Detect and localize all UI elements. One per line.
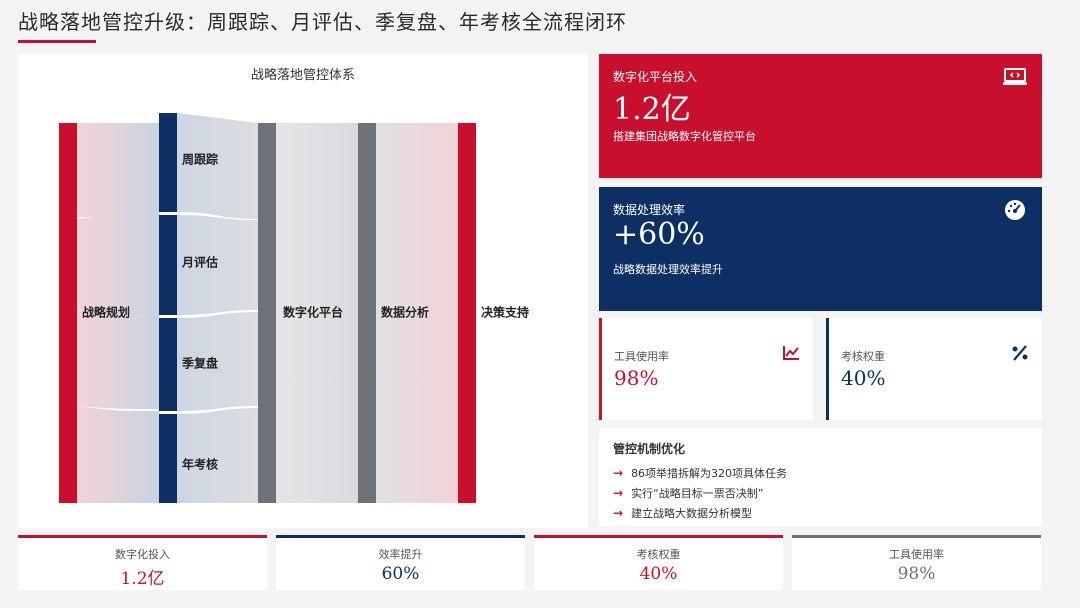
assessment-weight-card: 考核权重 40% — [826, 318, 1042, 420]
assessment-weight-value: 40% — [841, 366, 886, 390]
node-label-platform: 数字化平台 — [282, 305, 344, 320]
flow-planning-weekly — [77, 123, 159, 217]
flow-diagram — [59, 113, 476, 503]
node-label-monthly: 月评估 — [181, 255, 219, 270]
node-bar-yearly — [159, 414, 177, 503]
node-bar-weekly — [159, 113, 177, 212]
stat-label: 效率提升 — [378, 548, 423, 561]
efficiency-value: +60% — [613, 217, 705, 252]
node-label-yearly: 年考核 — [181, 457, 219, 472]
arrow-right-icon: → — [613, 466, 624, 480]
investment-value: 1.2亿 — [613, 92, 691, 127]
stat-value: 60% — [381, 564, 420, 584]
mechanism-list: → 86项举措拆解为320项具体任务 → 实行“战略目标一票否决制” → 建立战… — [613, 463, 787, 523]
flow-diagram-panel: 战略落地管控体系 — [18, 54, 588, 528]
efficiency-desc: 战略数据处理效率提升 — [613, 263, 723, 276]
stat-value: 1.2亿 — [120, 569, 165, 589]
node-label-analysis: 数据分析 — [380, 305, 430, 320]
node-bar-monthly — [159, 215, 177, 315]
flow-analysis-decision — [376, 123, 458, 503]
arrow-right-icon: → — [613, 486, 624, 500]
stat-tool-usage: 工具使用率 98% — [792, 535, 1041, 590]
node-label-planning: 战略规划 — [81, 305, 131, 320]
tool-usage-label: 工具使用率 — [614, 350, 669, 363]
flow-planning-monthly — [77, 214, 159, 316]
stat-label: 工具使用率 — [889, 548, 944, 561]
percent-icon — [1012, 345, 1028, 361]
mechanism-item-text: 实行“战略目标一票否决制” — [631, 487, 764, 500]
laptop-code-icon — [1003, 68, 1027, 85]
flow-yearly-platform — [177, 408, 258, 503]
flow-planning-quarterly — [77, 311, 159, 409]
node-bar-platform — [258, 123, 276, 503]
list-item: → 建立战略大数据分析模型 — [613, 503, 787, 523]
efficiency-label: 数据处理效率 — [613, 203, 686, 217]
page-title: 战略落地管控升级：周跟踪、月评估、季复盘、年考核全流程闭环 — [18, 10, 627, 34]
node-bar-decision — [458, 123, 476, 503]
node-label-weekly: 周跟踪 — [181, 152, 219, 167]
stat-value: 98% — [897, 564, 936, 584]
line-chart-icon — [783, 346, 799, 360]
node-label-quarterly: 季复盘 — [181, 356, 219, 371]
mechanism-card: 管控机制优化 → 86项举措拆解为320项具体任务 → 实行“战略目标一票否决制… — [599, 428, 1042, 526]
flow-platform-analysis — [276, 123, 358, 503]
flow-quarterly-platform — [177, 312, 258, 411]
stat-label: 考核权重 — [636, 548, 681, 561]
arrow-right-icon: → — [613, 506, 624, 520]
list-item: → 86项举措拆解为320项具体任务 — [613, 463, 787, 483]
flow-monthly-platform — [177, 215, 258, 315]
efficiency-card: 数据处理效率 +60% 战略数据处理效率提升 — [599, 187, 1042, 311]
mechanism-title: 管控机制优化 — [613, 442, 686, 456]
list-item: → 实行“战略目标一票否决制” — [613, 483, 787, 503]
stat-value: 40% — [639, 564, 678, 584]
investment-label: 数字化平台投入 — [613, 70, 698, 84]
node-bar-analysis — [358, 123, 376, 503]
node-bar-quarterly — [159, 318, 177, 411]
assessment-weight-label: 考核权重 — [841, 350, 885, 363]
flow-weekly-platform — [177, 113, 258, 219]
node-label-decision: 决策支持 — [480, 305, 530, 320]
investment-desc: 搭建集团战略数字化管控平台 — [613, 130, 756, 143]
tool-usage-value: 98% — [614, 366, 659, 390]
mechanism-item-text: 86项举措拆解为320项具体任务 — [631, 467, 788, 480]
diagram-title: 战略落地管控体系 — [250, 68, 355, 83]
gauge-icon — [1005, 200, 1025, 220]
mechanism-item-text: 建立战略大数据分析模型 — [631, 507, 753, 520]
investment-card: 数字化平台投入 1.2亿 搭建集团战略数字化管控平台 — [599, 54, 1042, 178]
stat-label: 数字化投入 — [115, 548, 170, 561]
stat-assessment-weight: 考核权重 40% — [534, 535, 783, 590]
stat-digital-investment: 数字化投入 1.2亿 — [18, 535, 267, 590]
title-underline — [18, 40, 96, 43]
stat-efficiency: 效率提升 60% — [276, 535, 525, 590]
tool-usage-card: 工具使用率 98% — [599, 318, 813, 420]
node-bar-planning — [59, 123, 77, 503]
flow-planning-yearly — [77, 406, 159, 503]
